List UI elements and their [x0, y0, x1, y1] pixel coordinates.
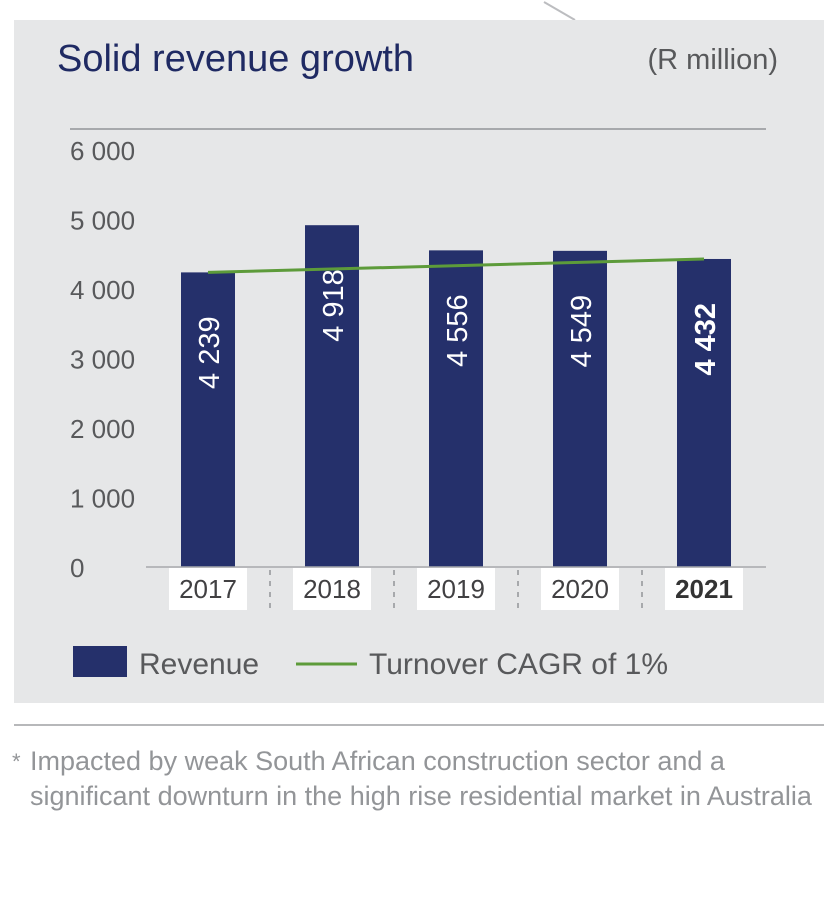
x-tick-box — [665, 568, 743, 610]
legend-label-revenue: Revenue — [139, 648, 259, 681]
footnote-text: Impacted by weak South African construct… — [30, 746, 812, 811]
x-axis: 2017 2018 2019 2020 2021 — [146, 566, 766, 614]
x-tick-label: 2018 — [303, 574, 361, 604]
x-tick-label: 2017 — [179, 574, 237, 604]
revenue-chart: 0 1 000 2 000 3 000 4 000 5 000 6 000 4 239 4 9… — [70, 128, 766, 681]
chart-title: Solid revenue growth — [57, 38, 414, 80]
legend-label-cagr: Turnover CAGR of 1% — [369, 648, 668, 681]
y-tick-label: 6 000 — [70, 136, 135, 166]
footnote-divider — [14, 724, 824, 726]
chart-unit: (R million) — [647, 44, 779, 76]
footnote-mark: * — [12, 749, 21, 774]
legend: Revenue Turnover CAGR of 1% — [73, 646, 668, 681]
cagr-line — [207, 257, 705, 274]
x-tick-label: 2019 — [427, 574, 485, 604]
x-tick-box — [417, 568, 495, 610]
x-tick-label: 2020 — [551, 574, 609, 604]
decorative-slash — [543, 1, 576, 21]
bar — [677, 258, 731, 567]
bar-value-label: 4 239 — [194, 316, 226, 389]
y-tick-label: 0 — [70, 553, 84, 583]
bar — [305, 225, 359, 567]
y-tick-label: 5 000 — [70, 206, 135, 236]
y-tick-label: 2 000 — [70, 414, 135, 444]
y-axis: 0 1 000 2 000 3 000 4 000 5 000 6 000 — [70, 128, 766, 583]
x-tick-box — [293, 568, 371, 610]
bar-value-label: 4 432 — [690, 303, 722, 376]
cagr-line-series — [207, 257, 705, 274]
x-tick-box — [169, 568, 247, 610]
bar — [553, 250, 607, 568]
bar-series: 4 239 4 918 4 556 4 549 4 432 — [181, 225, 731, 568]
y-tick-label: 4 000 — [70, 275, 135, 305]
footnote: * Impacted by weak South African constru… — [12, 744, 812, 814]
bar-value-label: 4 556 — [442, 294, 474, 367]
legend-swatch-revenue — [73, 646, 127, 677]
bar-value-label: 4 549 — [566, 295, 598, 368]
y-tick-label: 1 000 — [70, 484, 135, 514]
x-tick-box — [541, 568, 619, 610]
bar — [429, 250, 483, 567]
bar — [181, 272, 235, 567]
bar-value-label: 4 918 — [318, 269, 350, 342]
x-tick-label: 2021 — [675, 574, 733, 604]
y-tick-label: 3 000 — [70, 345, 135, 375]
